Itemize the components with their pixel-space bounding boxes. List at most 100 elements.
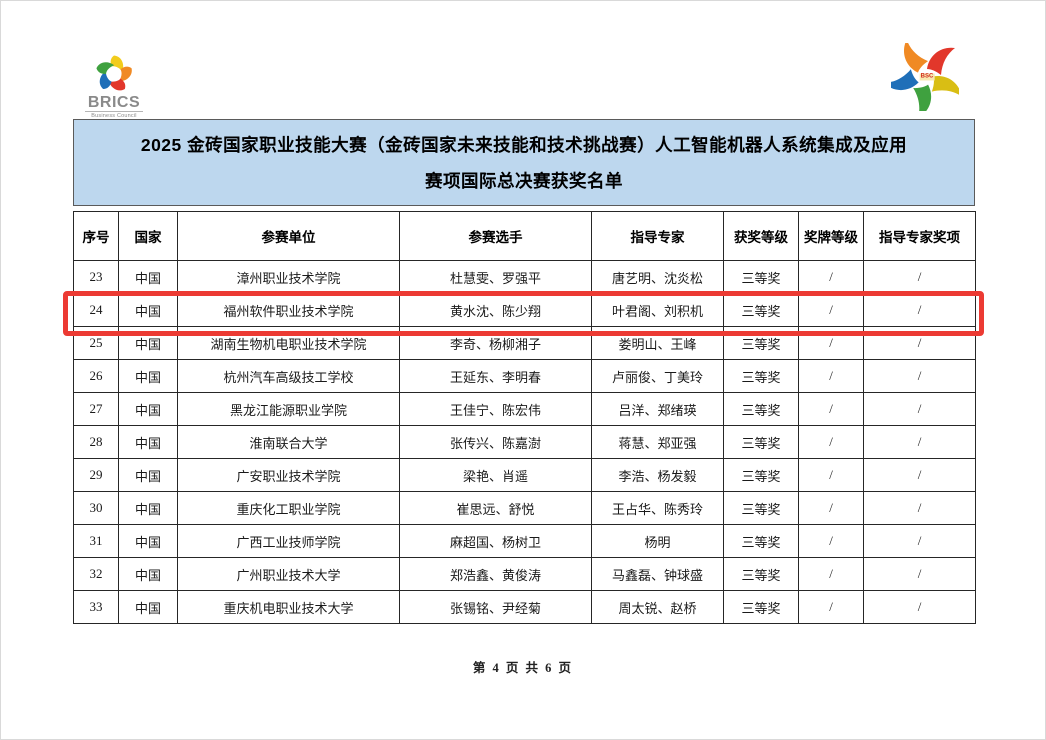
cell-expert-award: /	[863, 557, 976, 591]
table-row: 32 中国 广州职业技术大学 郑浩鑫、黄俊涛 马鑫磊、钟球盛 三等奖 / /	[73, 557, 976, 591]
cell-award-level: 三等奖	[723, 458, 799, 492]
cell-expert-award: /	[863, 425, 976, 459]
table-row: 27 中国 黑龙江能源职业学院 王佳宁、陈宏伟 吕洋、郑绪瑛 三等奖 / /	[73, 392, 976, 426]
cell-contestants: 梁艳、肖遥	[399, 458, 592, 492]
cell-award-level: 三等奖	[723, 392, 799, 426]
awards-table: 序号 国家 参赛单位 参赛选手 指导专家 获奖等级 奖牌等级 指导专家奖项 23…	[73, 211, 976, 624]
cell-expert-award: /	[863, 524, 976, 558]
cell-expert-award: /	[863, 293, 976, 327]
cell-country: 中国	[118, 293, 178, 327]
table-row: 28 中国 淮南联合大学 张传兴、陈嘉澍 蒋慧、郑亚强 三等奖 / /	[73, 425, 976, 459]
cell-experts: 唐艺明、沈炎松	[591, 260, 724, 294]
cell-expert-award: /	[863, 590, 976, 624]
cell-country: 中国	[118, 524, 178, 558]
cell-country: 中国	[118, 557, 178, 591]
page-number: 第 4 页 共 6 页	[472, 661, 574, 675]
cell-award-level: 三等奖	[723, 524, 799, 558]
cell-index: 23	[73, 260, 119, 294]
col-header-unit: 参赛单位	[177, 211, 400, 261]
col-header-medal-level: 奖牌等级	[798, 211, 864, 261]
cell-award-level: 三等奖	[723, 359, 799, 393]
cell-index: 24	[73, 293, 119, 327]
cell-contestants: 麻超国、杨树卫	[399, 524, 592, 558]
cell-award-level: 三等奖	[723, 425, 799, 459]
cell-expert-award: /	[863, 491, 976, 525]
cell-medal-level: /	[798, 557, 864, 591]
cell-medal-level: /	[798, 260, 864, 294]
table-row: 31 中国 广西工业技师学院 麻超国、杨树卫 杨明 三等奖 / /	[73, 524, 976, 558]
col-header-index: 序号	[73, 211, 119, 261]
cell-medal-level: /	[798, 326, 864, 360]
cell-contestants: 王延东、李明春	[399, 359, 592, 393]
table-row: 29 中国 广安职业技术学院 梁艳、肖遥 李浩、杨发毅 三等奖 / /	[73, 458, 976, 492]
table-row: 33 中国 重庆机电职业技术大学 张锡铭、尹经菊 周太锐、赵桥 三等奖 / /	[73, 590, 976, 624]
cell-country: 中国	[118, 326, 178, 360]
cell-unit: 福州软件职业技术学院	[177, 293, 400, 327]
cell-expert-award: /	[863, 359, 976, 393]
cell-country: 中国	[118, 359, 178, 393]
cell-award-level: 三等奖	[723, 491, 799, 525]
table-row: 30 中国 重庆化工职业学院 崔思远、舒悦 王占华、陈秀玲 三等奖 / /	[73, 491, 976, 525]
cell-contestants: 杜慧雯、罗强平	[399, 260, 592, 294]
cell-index: 31	[73, 524, 119, 558]
table-row: 23 中国 漳州职业技术学院 杜慧雯、罗强平 唐艺明、沈炎松 三等奖 / /	[73, 260, 976, 294]
brics-logo-word: BRICS	[87, 94, 141, 111]
cell-unit: 广西工业技师学院	[177, 524, 400, 558]
cell-experts: 王占华、陈秀玲	[591, 491, 724, 525]
cell-medal-level: /	[798, 491, 864, 525]
cell-contestants: 张传兴、陈嘉澍	[399, 425, 592, 459]
cell-country: 中国	[118, 260, 178, 294]
cell-index: 25	[73, 326, 119, 360]
cell-medal-level: /	[798, 359, 864, 393]
cell-contestants: 张锡铭、尹经菊	[399, 590, 592, 624]
cell-index: 29	[73, 458, 119, 492]
cell-index: 30	[73, 491, 119, 525]
cell-unit: 广州职业技术大学	[177, 557, 400, 591]
cell-country: 中国	[118, 590, 178, 624]
col-header-contestants: 参赛选手	[399, 211, 592, 261]
cell-expert-award: /	[863, 326, 976, 360]
cell-contestants: 黄水沈、陈少翔	[399, 293, 592, 327]
cell-award-level: 三等奖	[723, 260, 799, 294]
cell-contestants: 郑浩鑫、黄俊涛	[399, 557, 592, 591]
cell-unit: 杭州汽车高级技工学校	[177, 359, 400, 393]
cell-unit: 重庆机电职业技术大学	[177, 590, 400, 624]
cell-contestants: 李奇、杨柳湘子	[399, 326, 592, 360]
cell-unit: 黑龙江能源职业学院	[177, 392, 400, 426]
bsc-pinwheel-icon	[883, 39, 962, 119]
cell-experts: 杨明	[591, 524, 724, 558]
cell-medal-level: /	[798, 425, 864, 459]
cell-country: 中国	[118, 458, 178, 492]
brics-logo-subtitle: Business Council	[85, 111, 143, 119]
cell-medal-level: /	[798, 524, 864, 558]
cell-medal-level: /	[798, 458, 864, 492]
cell-experts: 叶君阁、刘积机	[591, 293, 724, 327]
cell-medal-level: /	[798, 590, 864, 624]
cell-experts: 蒋慧、郑亚强	[591, 425, 724, 459]
cell-expert-award: /	[863, 392, 976, 426]
cell-medal-level: /	[798, 392, 864, 426]
cell-experts: 吕洋、郑绪瑛	[591, 392, 724, 426]
cell-expert-award: /	[863, 260, 976, 294]
cell-award-level: 三等奖	[723, 293, 799, 327]
col-header-country: 国家	[118, 211, 178, 261]
cell-experts: 马鑫磊、钟球盛	[591, 557, 724, 591]
cell-index: 28	[73, 425, 119, 459]
cell-index: 27	[73, 392, 119, 426]
brics-logo: BRICS Business Council	[85, 53, 143, 119]
cell-index: 32	[73, 557, 119, 591]
cell-experts: 卢丽俊、丁美玲	[591, 359, 724, 393]
cell-medal-level: /	[798, 293, 864, 327]
col-header-expert-award: 指导专家奖项	[863, 211, 976, 261]
table-row: 24 中国 福州软件职业技术学院 黄水沈、陈少翔 叶君阁、刘积机 三等奖 / /	[73, 293, 976, 327]
cell-contestants: 王佳宁、陈宏伟	[399, 392, 592, 426]
cell-country: 中国	[118, 392, 178, 426]
cell-award-level: 三等奖	[723, 590, 799, 624]
cell-experts: 李浩、杨发毅	[591, 458, 724, 492]
cell-unit: 广安职业技术学院	[177, 458, 400, 492]
cell-unit: 重庆化工职业学院	[177, 491, 400, 525]
title-band: 2025 金砖国家职业技能大赛（金砖国家未来技能和技术挑战赛）人工智能机器人系统…	[73, 119, 975, 206]
cell-award-level: 三等奖	[723, 326, 799, 360]
cell-award-level: 三等奖	[723, 557, 799, 591]
